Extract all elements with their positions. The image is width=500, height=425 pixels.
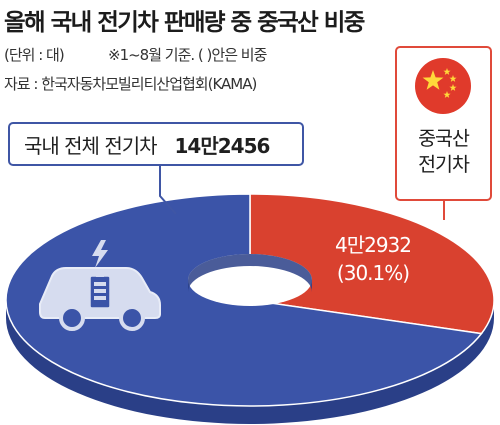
china-label: 중국산 전기차 xyxy=(397,126,490,178)
chart-title: 올해 국내 전기차 판매량 중 중국산 비중 xyxy=(4,8,365,36)
pie-slice-china xyxy=(249,193,495,335)
total-label: 국내 전체 전기차 xyxy=(24,133,158,158)
basis-note: ※1~8월 기준. ( )안은 비중 xyxy=(108,46,267,64)
china-callout: 중국산 전기차 xyxy=(395,46,492,201)
china-flag-icon xyxy=(415,58,471,114)
total-connector xyxy=(159,166,177,215)
china-slice-share: (30.1%) xyxy=(336,261,410,285)
electric-car-icon xyxy=(39,240,161,331)
china-label-line1: 중국산 xyxy=(418,127,470,150)
total-value: 14만2456 xyxy=(174,133,271,158)
unit-note: (단위 : 대) xyxy=(4,46,65,64)
source-note: 자료 : 한국자동차모빌리티산업협회(KAMA) xyxy=(4,75,257,93)
china-slice-value: 4만2932 xyxy=(334,233,412,257)
outer-side-wall xyxy=(6,300,494,424)
hole-inner-wall xyxy=(188,254,312,292)
china-slice-label: 4만2932 (30.1%) xyxy=(318,231,428,287)
total-callout: 국내 전체 전기차 14만2456 xyxy=(8,122,304,166)
china-label-line2: 전기차 xyxy=(418,153,470,176)
